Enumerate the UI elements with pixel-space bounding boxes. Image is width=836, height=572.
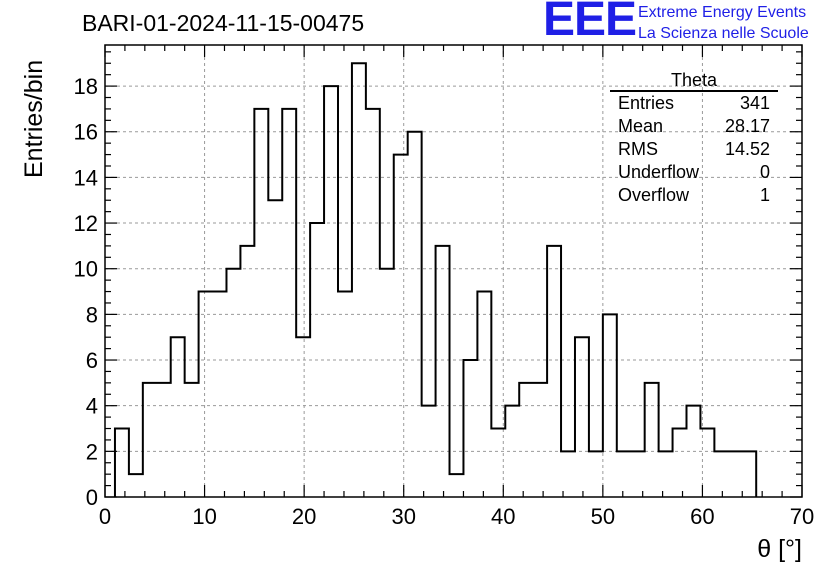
histogram-bin xyxy=(115,429,129,497)
histogram-bin xyxy=(143,383,157,497)
histogram-bin xyxy=(645,383,659,497)
stats-label: Mean xyxy=(618,116,664,136)
histogram-bin xyxy=(673,429,687,497)
histogram-bin xyxy=(450,474,464,497)
stats-row-entries: Entries 341 xyxy=(610,92,778,115)
stats-label: RMS xyxy=(618,139,658,159)
histogram-bin xyxy=(505,406,519,497)
histogram-bin xyxy=(561,451,575,497)
histogram-bin xyxy=(213,292,227,497)
y-tick-label: 10 xyxy=(74,257,98,282)
histogram-bin xyxy=(282,109,296,497)
y-tick-label: 18 xyxy=(74,74,98,99)
stats-row-overflow: Overflow 1 xyxy=(610,184,778,207)
histogram-bin xyxy=(422,406,436,497)
histogram-bin xyxy=(324,86,338,497)
stats-row-underflow: Underflow 0 xyxy=(610,161,778,184)
logo-caption-line2: La Scienza nelle Scuole xyxy=(638,25,809,42)
x-tick-label: 50 xyxy=(591,504,615,529)
histogram-bin xyxy=(268,200,282,497)
histogram-bin xyxy=(463,360,477,497)
histogram-bin xyxy=(199,292,213,497)
run-title: BARI-01-2024-11-15-00475 xyxy=(82,10,365,36)
y-tick-label: 4 xyxy=(86,394,98,419)
histogram-bin xyxy=(310,223,324,497)
y-tick-label: 16 xyxy=(74,120,98,145)
histogram-bin xyxy=(240,246,254,497)
histogram-bin xyxy=(589,451,603,497)
histogram-bin xyxy=(408,132,422,497)
histogram-bin xyxy=(714,451,728,497)
histogram-bin xyxy=(477,292,491,497)
y-axis-label: Entries/bin xyxy=(20,60,48,178)
histogram-bin xyxy=(533,383,547,497)
x-tick-label: 0 xyxy=(99,504,111,529)
histogram-bin xyxy=(575,337,589,497)
histogram-bin xyxy=(338,292,352,497)
histogram-bin xyxy=(185,383,199,497)
histogram-bin xyxy=(226,269,240,497)
logo-caption-line1: Extreme Energy Events xyxy=(638,4,807,21)
y-tick-label: 6 xyxy=(86,348,98,373)
stats-title: Theta xyxy=(610,70,778,92)
histogram-bin xyxy=(436,246,450,497)
histogram-bin xyxy=(728,451,742,497)
stats-label: Overflow xyxy=(618,185,690,205)
histogram-bin xyxy=(296,337,310,497)
stats-value: 28.17 xyxy=(724,116,770,136)
grid-lines xyxy=(105,45,802,497)
histogram-bin xyxy=(380,269,394,497)
y-tick-label: 8 xyxy=(86,302,98,327)
y-tick-label: 14 xyxy=(74,165,98,190)
histogram-bin xyxy=(171,337,185,497)
y-tick-label: 2 xyxy=(86,439,98,464)
histogram-bin xyxy=(631,451,645,497)
histogram-bin xyxy=(617,451,631,497)
x-tick-label: 10 xyxy=(192,504,216,529)
stats-label: Entries xyxy=(618,93,675,113)
histogram-bin xyxy=(742,451,756,497)
histogram-bin xyxy=(394,155,408,497)
x-axis-label: θ [°] xyxy=(757,535,802,563)
histogram-bin xyxy=(352,63,366,497)
y-tick-label: 0 xyxy=(86,485,98,510)
eee-logo: EEE xyxy=(543,0,637,46)
histogram-bin xyxy=(547,246,561,497)
histogram-bins xyxy=(113,62,758,497)
histogram-bin xyxy=(686,406,700,497)
stats-value: 341 xyxy=(739,93,770,113)
stats-box: Theta Entries 341 Mean 28.17 RMS 14.52 U… xyxy=(610,70,778,207)
histogram-bin xyxy=(603,314,617,497)
histogram-bin xyxy=(254,109,268,497)
histogram-bin xyxy=(366,109,380,497)
y-tick-label: 12 xyxy=(74,211,98,236)
histogram-outline xyxy=(113,62,758,497)
stats-value: 1 xyxy=(759,185,770,205)
x-tick-label: 30 xyxy=(391,504,415,529)
x-tick-label: 20 xyxy=(292,504,316,529)
stats-label: Underflow xyxy=(618,162,700,182)
stats-value: 14.52 xyxy=(724,139,770,159)
stats-row-mean: Mean 28.17 xyxy=(610,115,778,138)
histogram-bin xyxy=(157,383,171,497)
histogram-bin xyxy=(129,474,143,497)
histogram-bin xyxy=(659,451,673,497)
x-tick-label: 70 xyxy=(790,504,814,529)
axes xyxy=(104,44,803,498)
x-tick-label: 40 xyxy=(491,504,515,529)
histogram-bin xyxy=(519,383,533,497)
stats-value: 0 xyxy=(759,162,770,182)
stats-row-rms: RMS 14.52 xyxy=(610,138,778,161)
x-tick-label: 60 xyxy=(690,504,714,529)
plot-frame xyxy=(104,44,803,498)
